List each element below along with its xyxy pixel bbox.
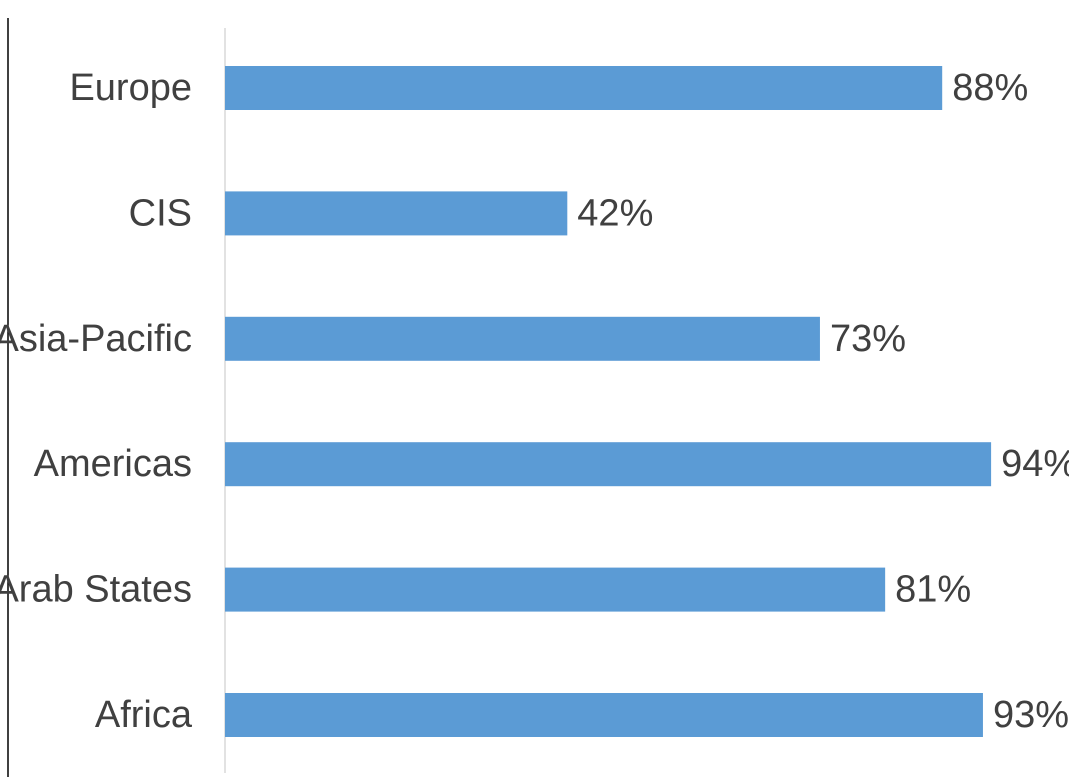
bar-africa [225,693,983,737]
data-label-arab-states: 81% [895,569,971,611]
bar-arab-states [225,567,886,612]
data-label-africa: 93% [993,694,1069,736]
category-label-europe: Europe [69,67,192,109]
category-labels: Europe CIS Asia-Pacific Americas Arab States… [0,67,193,736]
data-labels: 88% 42% 73% 94% 81% 93% [577,67,1069,736]
bars-group [225,66,992,737]
data-label-europe: 88% [952,67,1028,109]
category-label-cis: CIS [129,192,192,234]
category-label-arab-states: Arab States [0,569,192,611]
category-label-africa: Africa [95,694,193,736]
bar-cis [225,191,568,236]
category-label-americas: Americas [34,443,192,485]
data-label-asia-pacific: 73% [830,318,906,360]
data-label-americas: 94% [1001,443,1069,485]
bar-europe [225,66,943,110]
bar-americas [225,442,992,487]
data-label-cis: 42% [577,192,653,234]
category-label-asia-pacific: Asia-Pacific [0,318,192,360]
bar-asia-pacific [225,316,820,361]
